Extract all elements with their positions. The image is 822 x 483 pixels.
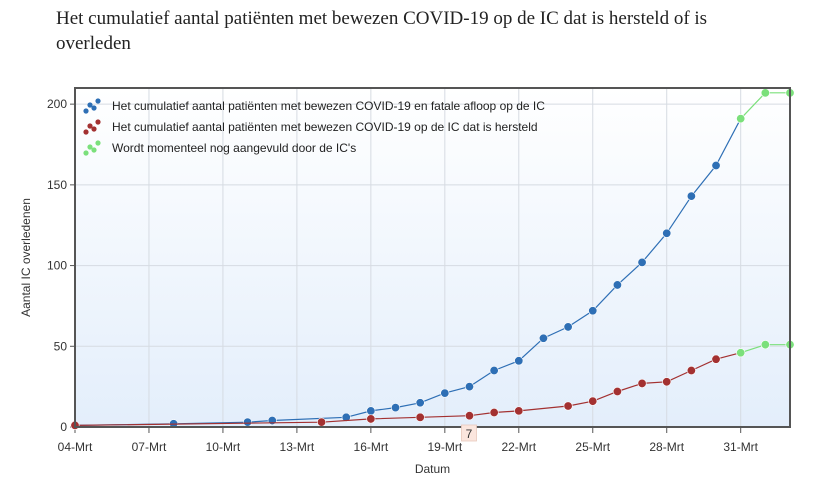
data-point [686,365,696,375]
legend-icon-dot [95,119,101,125]
data-point [366,406,376,416]
legend-icon-dot [87,123,93,129]
data-point [686,191,696,201]
data-point [760,88,770,98]
data-point [538,333,548,343]
legend-icon-dot [83,108,89,114]
series-pending [736,88,795,124]
data-point [464,411,474,421]
x-tick-label: 25-Mrt [575,440,610,454]
data-point [588,396,598,406]
data-point [662,377,672,387]
data-point [317,417,327,427]
plot-border [74,87,791,428]
legend-icon-fatal [83,98,101,114]
legend-icon-dot [87,102,93,108]
data-point [736,114,746,124]
data-point [662,228,672,238]
data-point [588,306,598,316]
legend-label: Het cumulatief aantal patiënten met bewe… [112,99,545,113]
x-axis-label: Datum [415,462,450,476]
x-tick-label: 19-Mrt [427,440,462,454]
y-axis: 0 50 100 150 200 [47,97,75,434]
data-point [563,322,573,332]
legend-label: Wordt momenteel nog aangevuld door de IC… [112,141,356,155]
x-tick-label: 31-Mrt [723,440,758,454]
data-point [464,382,474,392]
x-axis: 04-Mrt 07-Mrt 10-Mrt 13-Mrt 16-Mrt 19-Mrt 22-M… [58,427,759,454]
x-tick-label: 22-Mrt [501,440,536,454]
series-layer [70,88,795,430]
y-tick-label: 200 [47,97,67,111]
y-tick-label: 100 [47,259,67,273]
legend-label: Het cumulatief aantal patiënten met bewe… [112,120,538,134]
data-point [366,414,376,424]
x-tick-label: 16-Mrt [354,440,389,454]
x-tick-label: 10-Mrt [206,440,241,454]
data-point [440,388,450,398]
tooltip-box [461,424,477,442]
legend: Het cumulatief aantal patiënten met bewe… [83,98,545,156]
data-point [711,354,721,364]
x-tick-label: 07-Mrt [132,440,167,454]
gridlines [74,88,790,428]
data-point [489,365,499,375]
tooltip-text: 7 [466,427,473,441]
data-point [736,348,746,358]
x-tick-label: 04-Mrt [58,440,93,454]
data-point [563,401,573,411]
y-tick-label: 150 [47,178,67,192]
hover-tooltip: 7 [461,424,477,442]
data-point [637,378,647,388]
legend-icon-dot [91,105,97,111]
legend-icon-dot [95,140,101,146]
x-tick-label: 28-Mrt [649,440,684,454]
x-tick-label: 13-Mrt [280,440,315,454]
data-point [243,417,253,427]
data-point [514,356,524,366]
data-point [711,160,721,170]
legend-icon-dot [91,147,97,153]
plot-area [75,88,790,427]
legend-icon-dot [83,129,89,135]
data-point [760,340,770,350]
data-point [415,412,425,422]
y-tick-label: 50 [54,339,68,353]
y-axis-label: Aantal IC overledenen [19,198,33,317]
legend-icon-dot [83,150,89,156]
legend-icon-dot [95,98,101,104]
legend-icon-dot [91,126,97,132]
data-point [267,416,277,426]
data-point [341,412,351,422]
data-point [637,257,647,267]
y-tick-label: 0 [60,420,67,434]
data-point [489,407,499,417]
legend-icon-pending [83,140,101,156]
legend-icon-recovered [83,119,101,135]
data-point [612,280,622,290]
legend-icon-dot [87,144,93,150]
chart-title: Het cumulatief aantal patiënten met bewe… [56,8,708,54]
data-point [391,403,401,413]
data-point [612,386,622,396]
data-point [415,398,425,408]
data-point [514,406,524,416]
